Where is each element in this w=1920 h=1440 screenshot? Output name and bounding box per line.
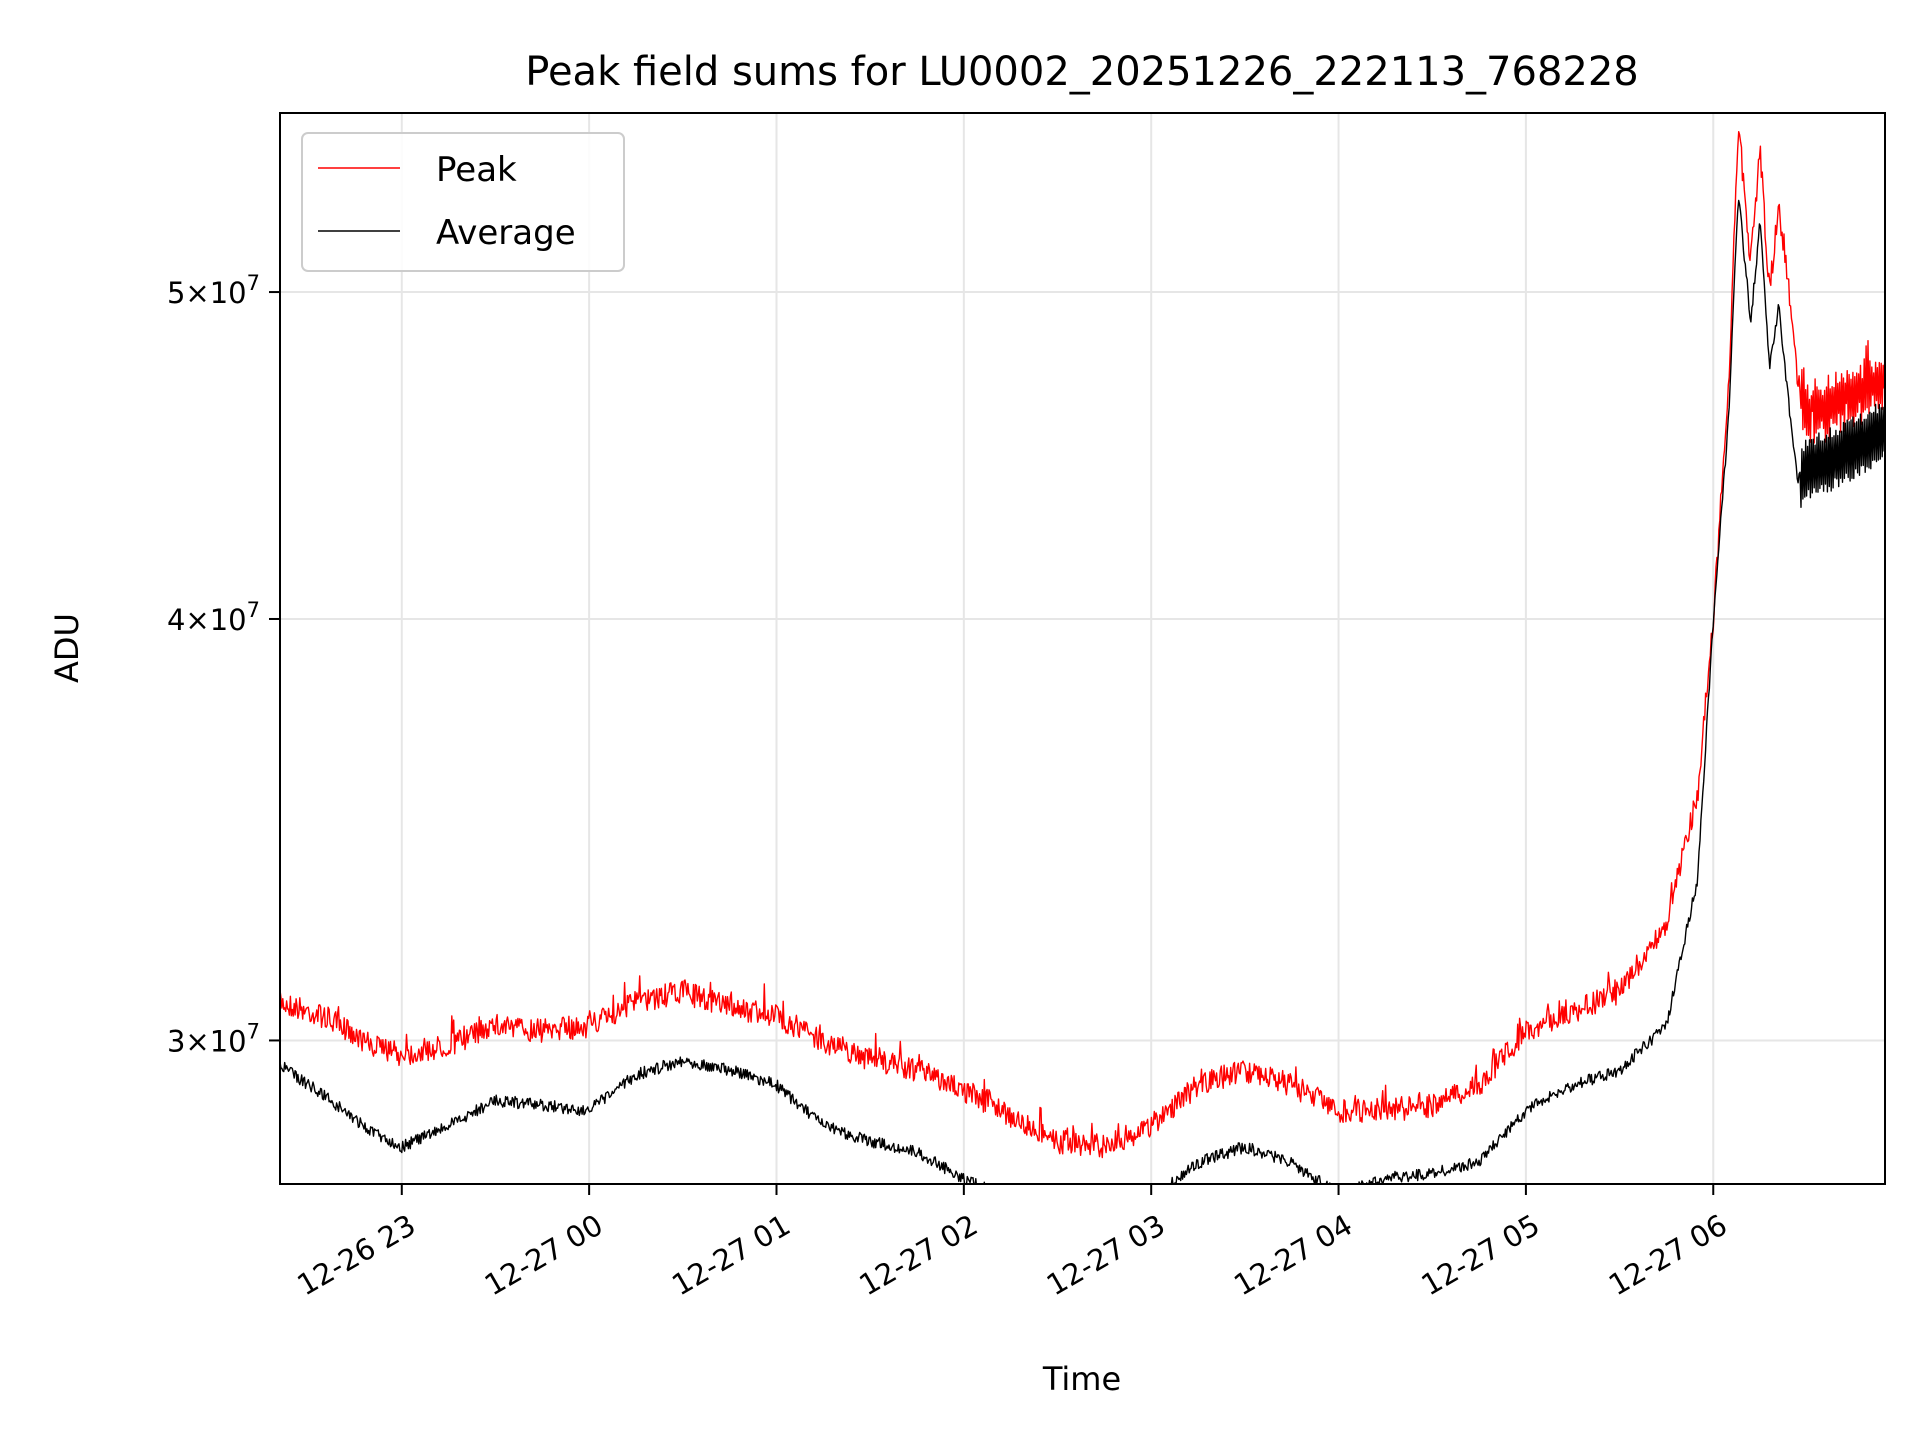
y-tick-label: 4×107 <box>167 598 260 637</box>
series-line-average <box>280 199 1885 1184</box>
y-tick-base: ×10 <box>185 603 246 637</box>
y-tick-label: 5×107 <box>167 271 260 310</box>
legend: Peak Average <box>301 132 625 272</box>
y-tick-mantissa: 4 <box>167 603 185 637</box>
y-axis-label: ADU <box>48 613 86 683</box>
plot-frame <box>279 112 1886 1185</box>
y-tick-base: ×10 <box>185 1024 246 1058</box>
series-layer <box>280 131 1885 1184</box>
legend-label-average: Average <box>436 213 576 253</box>
y-gridlines <box>280 291 1885 1042</box>
y-tick-exponent: 7 <box>247 598 260 622</box>
y-tick-exponent: 7 <box>247 271 260 295</box>
y-tick-mantissa: 5 <box>167 276 185 310</box>
y-tick-mantissa: 3 <box>167 1024 185 1058</box>
x-axis-label: Time <box>1042 1360 1121 1398</box>
y-tick-exponent: 7 <box>247 1019 260 1043</box>
y-tick-label: 3×107 <box>167 1019 260 1058</box>
legend-label-peak: Peak <box>436 150 517 190</box>
series-line-peak <box>280 131 1885 1159</box>
y-tick-base: ×10 <box>185 276 246 310</box>
chart-title: Peak field sums for LU0002_20251226_2221… <box>525 49 1639 95</box>
